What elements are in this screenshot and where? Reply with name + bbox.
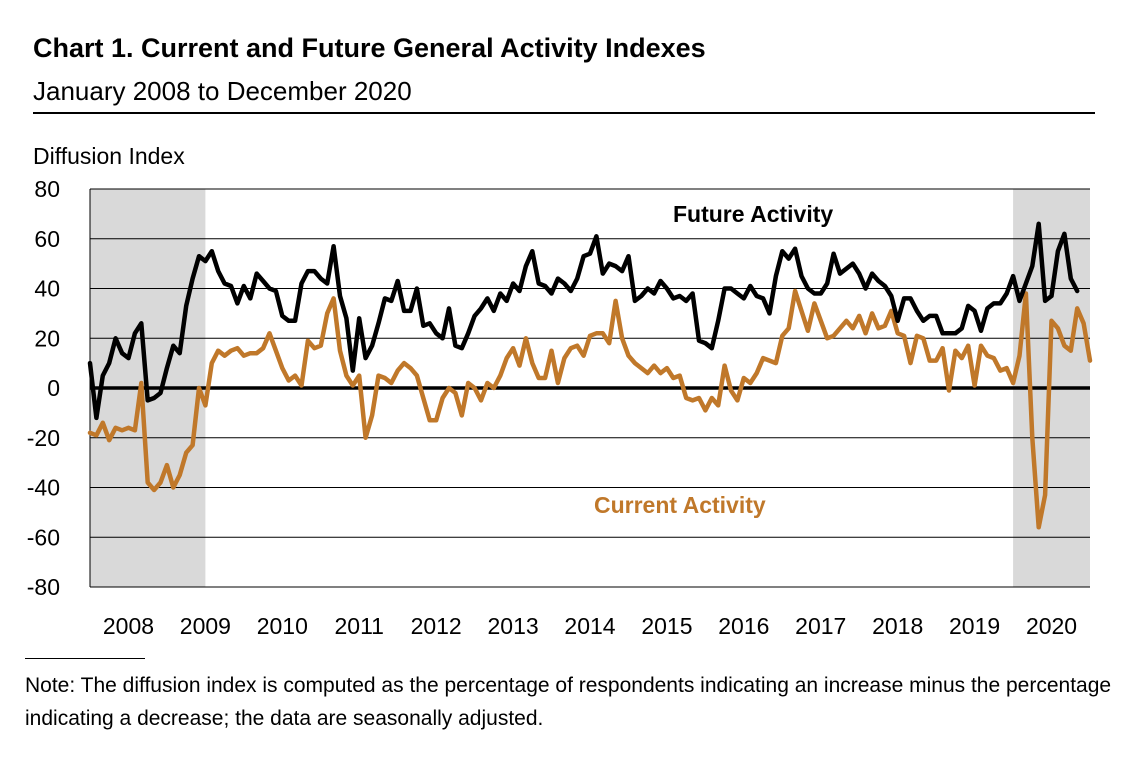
x-tick-label-2017: 2017 bbox=[795, 613, 846, 639]
chart-note: Note: The diffusion index is computed as… bbox=[25, 674, 1112, 730]
x-tick-label-2014: 2014 bbox=[564, 613, 615, 639]
y-tick-label: -40 bbox=[27, 475, 60, 501]
x-tick-label-2020: 2020 bbox=[1026, 613, 1077, 639]
x-tick-label-2008: 2008 bbox=[103, 613, 154, 639]
x-tick-label-2013: 2013 bbox=[487, 613, 538, 639]
y-tick-label: -60 bbox=[27, 524, 60, 550]
x-tick-label-2015: 2015 bbox=[641, 613, 692, 639]
x-tick-label-2018: 2018 bbox=[872, 613, 923, 639]
y-tick-label: 0 bbox=[47, 375, 60, 401]
future-activity-label: Future Activity bbox=[673, 201, 833, 227]
x-tick-label-2009: 2009 bbox=[180, 613, 231, 639]
x-tick-label-2011: 2011 bbox=[334, 613, 383, 639]
chart-subtitle: January 2008 to December 2020 bbox=[33, 76, 412, 106]
y-tick-label: 20 bbox=[34, 325, 60, 351]
gridlines-group bbox=[89, 188, 1090, 588]
x-tick-label-2019: 2019 bbox=[949, 613, 1000, 639]
current-activity-line bbox=[87, 288, 1093, 530]
note-rule bbox=[25, 658, 145, 659]
x-tick-label-2016: 2016 bbox=[718, 613, 769, 639]
x-tick-label-2012: 2012 bbox=[411, 613, 462, 639]
y-tick-label: 80 bbox=[34, 176, 60, 202]
y-tick-label: -80 bbox=[27, 574, 60, 600]
x-tick-labels-group: 2008 2009 2010 2011 2012 2013 2014 2015 2016 2017… bbox=[103, 613, 1077, 639]
current-activity-label: Current Activity bbox=[594, 492, 766, 518]
y-tick-labels-group: -80 -60 -40 -20 0 20 40 60 80 bbox=[27, 176, 60, 600]
chart-title: Chart 1. Current and Future General Acti… bbox=[33, 33, 706, 63]
x-tick-label-2010: 2010 bbox=[257, 613, 308, 639]
y-tick-label: 60 bbox=[34, 226, 60, 252]
y-axis-label: Diffusion Index bbox=[33, 143, 185, 169]
y-tick-label: -20 bbox=[27, 425, 60, 451]
future-activity-line bbox=[87, 221, 1080, 421]
y-tick-label: 40 bbox=[34, 276, 60, 302]
series-lines-group bbox=[87, 221, 1093, 530]
title-rule bbox=[33, 112, 1095, 114]
